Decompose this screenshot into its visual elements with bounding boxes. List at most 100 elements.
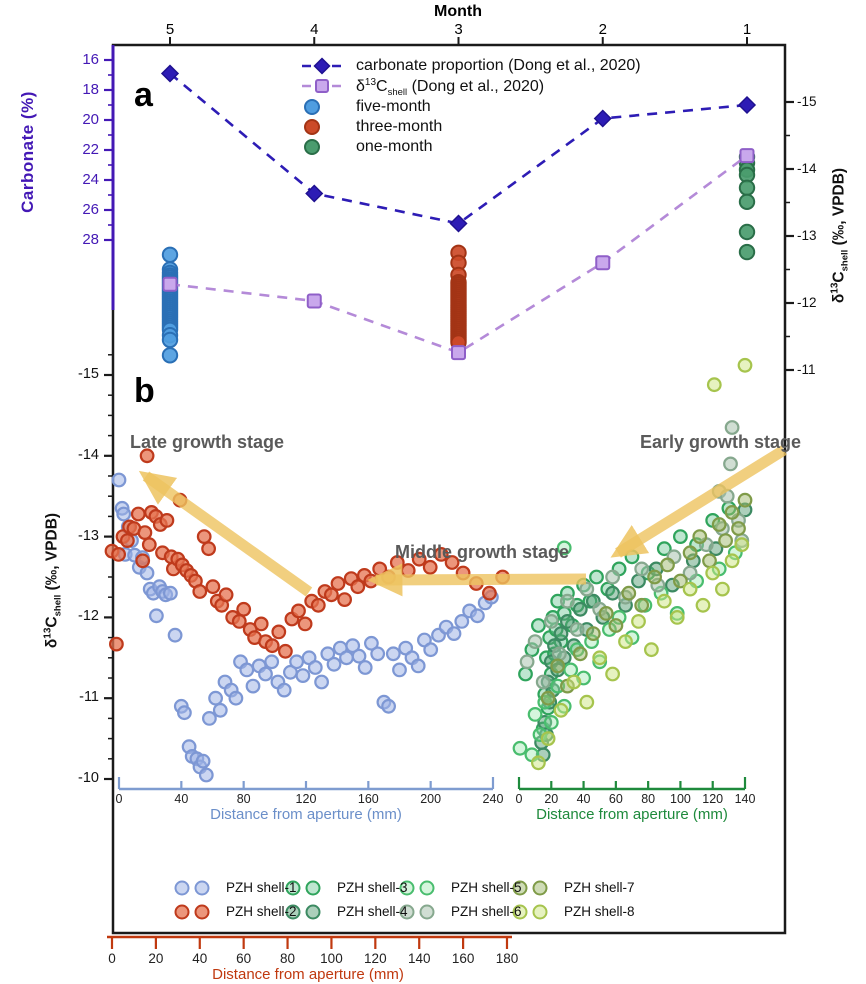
red-axis-tick-label: 100 xyxy=(320,951,343,966)
right-axis-tick-label: -13 xyxy=(797,228,817,243)
red-axis-tick-label: 20 xyxy=(148,951,164,966)
data-point xyxy=(370,646,386,662)
panel-a-letter: a xyxy=(134,76,153,114)
data-point xyxy=(553,626,569,641)
legend-a-item-2: δ13Cshell (Dong et al., 2020) xyxy=(356,77,545,98)
data-point xyxy=(139,448,155,464)
dashed-line xyxy=(169,154,748,355)
data-point xyxy=(669,610,685,625)
data-point xyxy=(289,654,305,670)
blue-axis-tick-label: 80 xyxy=(236,792,251,806)
legend-circle xyxy=(305,880,321,896)
data-point xyxy=(711,517,727,532)
legend-circle xyxy=(512,880,528,896)
data-point xyxy=(205,579,221,595)
data-point xyxy=(550,658,566,674)
legend-circle xyxy=(304,119,320,135)
legend-a-item-5: one-month xyxy=(356,138,433,155)
data-point xyxy=(271,624,287,640)
red-axis-tick-label: 60 xyxy=(236,951,252,966)
data-point xyxy=(598,606,614,621)
data-point xyxy=(345,638,361,654)
data-point xyxy=(585,626,601,641)
cluster-three-month xyxy=(450,244,467,351)
data-point xyxy=(162,585,178,601)
data-point xyxy=(198,767,214,783)
data-point xyxy=(724,553,740,569)
red-axis-tick-label: 160 xyxy=(451,951,475,966)
data-point xyxy=(159,513,175,528)
blue-axis-tick-label: 0 xyxy=(115,792,123,806)
data-point xyxy=(552,646,567,662)
data-point xyxy=(634,561,650,577)
late-stage-arrow xyxy=(138,470,313,597)
legend-a-item-4: three-month xyxy=(356,118,443,135)
data-point xyxy=(718,533,733,548)
data-point xyxy=(618,634,633,649)
data-point xyxy=(108,636,124,652)
carbonate-tick-label: 18 xyxy=(82,81,99,98)
legend-circle xyxy=(512,904,528,920)
square-marker xyxy=(306,293,322,309)
data-point xyxy=(605,666,620,682)
plot-border xyxy=(111,43,787,935)
b-left-tick-label: -14 xyxy=(78,446,99,463)
data-point xyxy=(239,662,255,678)
data-point xyxy=(381,698,397,714)
data-point xyxy=(512,740,528,756)
month-tick-label: 3 xyxy=(454,21,463,38)
data-point xyxy=(208,690,224,706)
data-point xyxy=(423,642,439,658)
legend-circle xyxy=(174,880,190,896)
blue-axis-tick-label: 240 xyxy=(482,792,504,806)
data-point xyxy=(682,545,698,561)
legend-b-markers xyxy=(174,880,548,920)
red-axis-tick-label: 180 xyxy=(495,951,519,966)
data-point xyxy=(647,569,662,585)
data-point xyxy=(291,603,306,619)
legend-a-markers xyxy=(302,57,342,155)
data-point xyxy=(560,614,575,629)
data-point xyxy=(245,678,261,694)
data-point xyxy=(556,540,572,556)
data-point xyxy=(411,551,427,567)
red-axis-tick-label: 140 xyxy=(407,951,431,966)
data-point xyxy=(592,650,608,666)
data-point xyxy=(148,608,164,624)
diamond-marker xyxy=(160,64,180,83)
legend-b-item-6: PZH shell-6 xyxy=(451,904,522,919)
data-point xyxy=(192,584,208,599)
data-point xyxy=(644,642,659,658)
annotation-late-growth: Late growth stage xyxy=(130,432,285,452)
legend-a-item-3: five-month xyxy=(356,98,431,115)
data-point xyxy=(454,614,470,629)
data-point xyxy=(531,755,546,771)
data-point xyxy=(351,648,367,664)
carbonate-axis-title: Carbonate (%) xyxy=(18,91,37,213)
carbonate-tick-label: 20 xyxy=(82,111,99,128)
data-point xyxy=(738,179,756,197)
data-point xyxy=(731,521,746,536)
data-point xyxy=(482,585,497,601)
b-left-tick-label: -11 xyxy=(79,689,99,706)
data-point xyxy=(314,674,330,690)
data-point xyxy=(527,634,543,649)
data-point xyxy=(297,616,313,632)
data-point xyxy=(738,193,756,211)
data-point xyxy=(656,541,672,557)
data-point xyxy=(682,565,698,581)
data-point xyxy=(531,618,546,633)
data-point xyxy=(307,660,323,675)
data-point xyxy=(695,597,711,613)
red-axis-tick-label: 80 xyxy=(280,951,296,966)
legend-b-item-8: PZH shell-8 xyxy=(564,904,635,919)
data-point xyxy=(201,711,217,726)
data-point xyxy=(737,492,753,508)
data-point xyxy=(212,702,228,718)
data-point xyxy=(364,635,379,651)
data-point xyxy=(563,662,579,678)
data-point xyxy=(724,505,740,520)
data-point xyxy=(111,472,127,488)
data-point xyxy=(295,668,311,683)
annotation-early-growth: Early growth stage xyxy=(640,432,802,452)
